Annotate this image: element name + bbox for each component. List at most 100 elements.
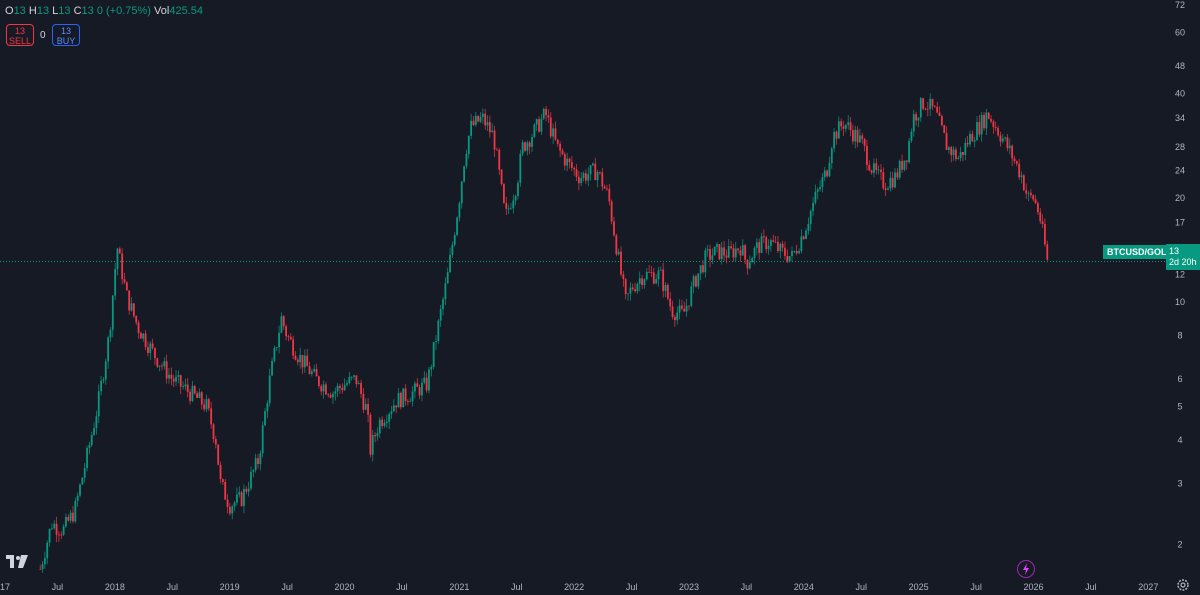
candle-body (655, 279, 658, 284)
candle-body (570, 161, 573, 168)
candle-body (191, 385, 194, 401)
candle-body (762, 236, 765, 238)
candle-body (425, 377, 428, 391)
candle-body (163, 361, 166, 367)
candle-body (943, 125, 946, 133)
candle-body (575, 169, 578, 177)
candle-body (458, 203, 461, 218)
candle-body (182, 386, 184, 388)
candle-body (908, 140, 910, 163)
candle-body (683, 308, 686, 312)
time-axis-label: 2024 (794, 582, 814, 592)
candle-body (287, 336, 290, 338)
tradingview-logo-icon[interactable] (6, 555, 28, 569)
candle-body (711, 255, 714, 260)
candle-body (123, 279, 126, 283)
time-axis[interactable]: 2017 Jul 2018 Jul 2019 Jul 2020 Jul 2021 Jul 2022 J… (0, 582, 1158, 592)
candle-body (299, 354, 302, 363)
price-axis[interactable]: 234568101214172024283440486072 (1175, 0, 1185, 549)
candle-body (428, 369, 430, 391)
candle-body (912, 114, 915, 132)
gear-icon[interactable] (1176, 578, 1190, 592)
sell-button[interactable]: 13 SELL (6, 24, 34, 46)
candle-body (563, 154, 566, 166)
candle-body (535, 119, 538, 125)
candle-body (275, 347, 278, 349)
candle-body (416, 383, 419, 387)
candle-body (610, 201, 613, 222)
candle-body (439, 309, 442, 321)
candle-body (200, 392, 203, 405)
candle-body (125, 282, 128, 291)
candle-body (228, 506, 231, 514)
candle-body (999, 135, 1002, 142)
candle-body (521, 142, 524, 154)
candle-body (514, 196, 517, 201)
candle-body (526, 142, 529, 151)
candle-body (285, 326, 288, 337)
candle-body (854, 129, 857, 142)
candle-body (243, 488, 245, 506)
candle-body (641, 278, 643, 285)
candle-body (369, 414, 372, 455)
candle-body (132, 303, 135, 316)
candle-body (488, 122, 491, 133)
candle-body (842, 126, 845, 129)
candle-body (950, 147, 953, 156)
candle-body (596, 172, 599, 181)
price-axis-label: 24 (1175, 165, 1185, 175)
candle-body (1029, 192, 1032, 196)
candle-body (835, 131, 838, 139)
candle-body (556, 139, 559, 144)
close-label: C (73, 5, 82, 17)
candle-body (128, 290, 131, 311)
candle-body (826, 170, 829, 177)
candle-body (320, 386, 323, 392)
candle-body (976, 122, 978, 141)
buy-button[interactable]: 13 BUY (52, 24, 80, 46)
symbol-price-tag: BTCUSD/GOLD (1103, 245, 1177, 259)
candle-body (385, 421, 388, 423)
candle-body (606, 188, 608, 190)
candle-body (130, 303, 133, 311)
candle-body (271, 360, 273, 376)
lightning-bolt-icon[interactable] (1017, 560, 1035, 578)
candle-body (261, 425, 264, 454)
candle-body (681, 305, 683, 309)
candle-body (60, 534, 63, 536)
candle-body (219, 464, 222, 480)
candle-body (648, 271, 651, 273)
price-axis-label: 17 (1175, 217, 1185, 227)
candle-body (664, 284, 667, 291)
candle-body (863, 139, 866, 146)
candle-body (409, 401, 412, 403)
price-axis-label: 10 (1175, 297, 1185, 307)
candle-body (636, 283, 639, 292)
time-axis-label: 2019 (220, 582, 240, 592)
candle-body (259, 453, 262, 465)
candle-body (584, 173, 587, 181)
candle-body (519, 153, 522, 183)
candle-body (540, 118, 543, 132)
candle-body (250, 471, 252, 489)
candle-body (367, 403, 369, 415)
candle-body (917, 117, 920, 121)
candle-body (418, 386, 421, 396)
candle-body (709, 249, 711, 260)
price-axis-label: 8 (1177, 331, 1182, 341)
candle-body (688, 305, 690, 307)
candle-body (816, 189, 819, 192)
candle-body (493, 130, 496, 150)
last-price-tag: 13 2d 20h (1166, 244, 1200, 270)
candle-body (474, 115, 477, 125)
candle-body (652, 272, 655, 284)
candle-body (962, 152, 964, 155)
candle-body (137, 322, 140, 333)
candle-body (727, 246, 730, 258)
price-axis-label: 28 (1175, 142, 1185, 152)
candle-body (444, 283, 447, 300)
candle-body (69, 512, 72, 521)
candle-body (994, 127, 997, 129)
candle-body (236, 494, 238, 503)
